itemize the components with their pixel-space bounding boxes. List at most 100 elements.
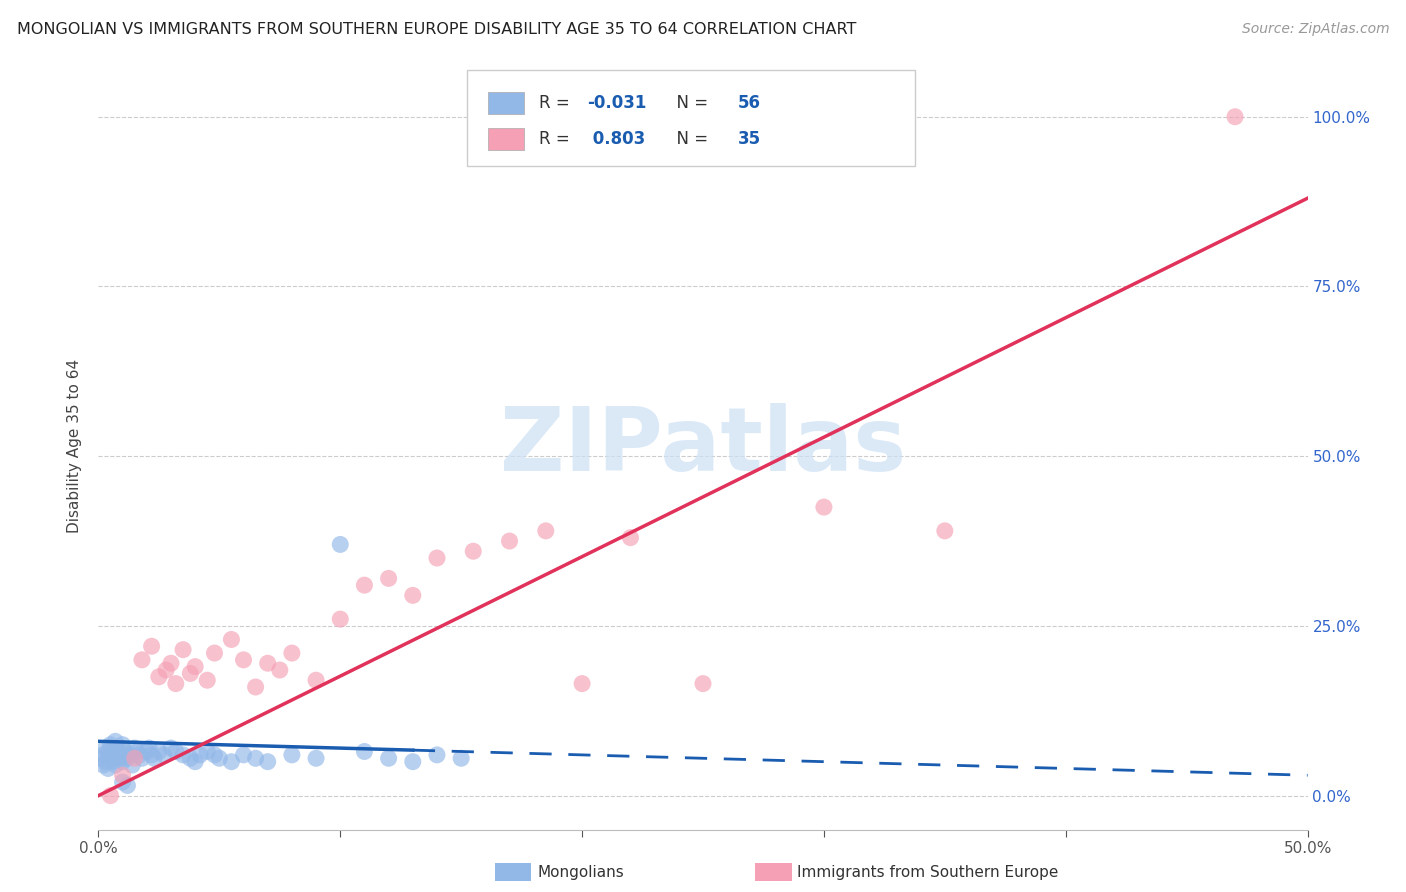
Text: R =: R = bbox=[538, 130, 575, 148]
Point bbox=[281, 747, 304, 762]
Point bbox=[90, 751, 112, 765]
Text: 35: 35 bbox=[738, 130, 761, 148]
Point bbox=[426, 551, 449, 566]
FancyBboxPatch shape bbox=[467, 70, 915, 166]
Point bbox=[571, 676, 593, 690]
Point bbox=[121, 758, 143, 772]
Point bbox=[402, 588, 425, 602]
Point bbox=[353, 578, 375, 592]
Point bbox=[128, 747, 150, 762]
Point bbox=[108, 747, 131, 762]
Point bbox=[377, 751, 399, 765]
Point bbox=[107, 741, 129, 756]
Text: Source: ZipAtlas.com: Source: ZipAtlas.com bbox=[1241, 22, 1389, 37]
Point bbox=[141, 747, 163, 762]
Point bbox=[281, 646, 304, 660]
Text: Mongolians: Mongolians bbox=[537, 865, 624, 880]
Point bbox=[329, 537, 352, 551]
Point bbox=[104, 734, 127, 748]
Point bbox=[232, 653, 254, 667]
Point bbox=[813, 500, 835, 514]
Point bbox=[135, 744, 157, 758]
Text: N =: N = bbox=[665, 94, 713, 112]
Point bbox=[245, 751, 267, 765]
Point bbox=[108, 751, 131, 765]
Point bbox=[619, 531, 641, 545]
Point bbox=[160, 741, 183, 756]
Point bbox=[1223, 110, 1246, 124]
Point bbox=[131, 653, 153, 667]
Point bbox=[498, 534, 520, 549]
Point bbox=[101, 747, 124, 762]
Point bbox=[100, 789, 122, 803]
Point bbox=[131, 751, 153, 765]
Point bbox=[232, 747, 254, 762]
Text: N =: N = bbox=[665, 130, 713, 148]
Point bbox=[179, 751, 201, 765]
Point bbox=[111, 738, 134, 752]
Y-axis label: Disability Age 35 to 64: Disability Age 35 to 64 bbox=[67, 359, 83, 533]
Point bbox=[377, 571, 399, 585]
Point bbox=[100, 738, 122, 752]
Point bbox=[692, 676, 714, 690]
Point bbox=[148, 744, 170, 758]
Point bbox=[450, 751, 472, 765]
Point bbox=[111, 755, 134, 769]
Bar bbox=[488, 93, 524, 114]
Point bbox=[111, 768, 134, 782]
Point bbox=[184, 755, 207, 769]
Point bbox=[534, 524, 557, 538]
Point bbox=[152, 747, 174, 762]
Point bbox=[204, 646, 226, 660]
Point bbox=[160, 657, 183, 671]
Point bbox=[155, 663, 177, 677]
Point bbox=[179, 666, 201, 681]
Point bbox=[97, 744, 120, 758]
Point bbox=[148, 670, 170, 684]
Text: -0.031: -0.031 bbox=[586, 94, 647, 112]
Point bbox=[221, 632, 243, 647]
Point bbox=[353, 744, 375, 758]
Point bbox=[91, 758, 114, 772]
Point bbox=[107, 744, 129, 758]
Point bbox=[143, 751, 166, 765]
Point bbox=[118, 747, 141, 762]
Text: 0.803: 0.803 bbox=[586, 130, 645, 148]
Point bbox=[101, 755, 124, 769]
Point bbox=[100, 751, 122, 765]
Point bbox=[117, 751, 139, 765]
Point bbox=[91, 747, 114, 762]
Point bbox=[221, 755, 243, 769]
Text: ZIPatlas: ZIPatlas bbox=[501, 402, 905, 490]
Point bbox=[114, 744, 136, 758]
Text: MONGOLIAN VS IMMIGRANTS FROM SOUTHERN EUROPE DISABILITY AGE 35 TO 64 CORRELATION: MONGOLIAN VS IMMIGRANTS FROM SOUTHERN EU… bbox=[17, 22, 856, 37]
Point bbox=[204, 747, 226, 762]
Point bbox=[127, 744, 149, 758]
Point bbox=[165, 676, 187, 690]
Point bbox=[104, 758, 127, 772]
Point bbox=[305, 751, 328, 765]
Point bbox=[188, 747, 211, 762]
Text: R =: R = bbox=[538, 94, 575, 112]
Point bbox=[305, 673, 328, 688]
Point bbox=[124, 741, 146, 756]
Point bbox=[94, 741, 117, 756]
Point bbox=[165, 744, 187, 758]
Point bbox=[195, 673, 218, 688]
Bar bbox=[488, 128, 524, 150]
Point bbox=[256, 755, 278, 769]
Point bbox=[245, 680, 267, 694]
Point bbox=[426, 747, 449, 762]
Point bbox=[208, 751, 231, 765]
Point bbox=[195, 744, 218, 758]
Point bbox=[172, 747, 194, 762]
Point bbox=[256, 657, 278, 671]
Point bbox=[117, 779, 139, 793]
Point bbox=[124, 751, 146, 765]
Point bbox=[172, 642, 194, 657]
Text: 56: 56 bbox=[738, 94, 761, 112]
Point bbox=[138, 741, 160, 756]
Point bbox=[463, 544, 485, 558]
Point bbox=[141, 640, 163, 654]
Point bbox=[97, 762, 120, 776]
